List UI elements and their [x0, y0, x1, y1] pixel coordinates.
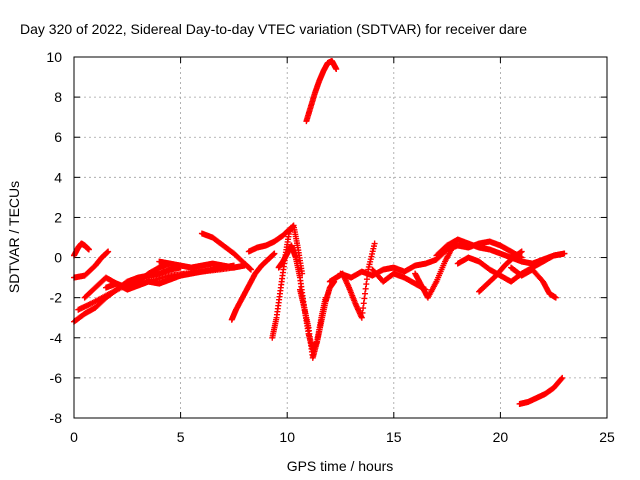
series-track-r [412, 242, 457, 301]
x-axis-label: GPS time / hours [287, 458, 394, 474]
series-track-b [71, 248, 112, 281]
x-tick-label: 0 [70, 429, 78, 445]
data-point [85, 246, 92, 253]
data-point [518, 248, 525, 255]
data-point [105, 248, 112, 255]
data-point [371, 240, 378, 247]
series-track-g [156, 258, 248, 271]
y-tick-label: -6 [50, 370, 63, 386]
y-tick-labels: -8 -6 -4 -2 0 2 4 6 8 10 [46, 49, 62, 426]
y-tick-label: 4 [54, 169, 62, 185]
series-track-i [228, 250, 278, 323]
x-tick-label: 10 [279, 429, 295, 445]
data-point [558, 375, 565, 382]
chart-title: Day 320 of 2022, Sidereal Day-to-day VTE… [20, 21, 527, 37]
x-tick-labels: 0 5 10 15 20 25 [70, 429, 615, 445]
y-tick-label: 2 [54, 209, 62, 225]
y-tick-label: 10 [46, 49, 62, 65]
data-point [559, 374, 566, 381]
series-track-o [326, 240, 378, 321]
plot-frame [73, 56, 608, 419]
y-tick-label: 8 [54, 89, 62, 105]
y-tick-label: -8 [50, 410, 63, 426]
y-tick-label: -4 [50, 330, 63, 346]
data-point [271, 250, 278, 257]
grid [74, 57, 607, 418]
y-tick-label: 6 [54, 129, 62, 145]
series-track-q [369, 266, 429, 293]
x-tick-label: 25 [599, 429, 615, 445]
series-track-v [508, 264, 559, 301]
series-track-m [296, 278, 338, 361]
x-tick-label: 5 [177, 429, 185, 445]
x-tick-label: 20 [493, 429, 509, 445]
data-points [71, 58, 568, 407]
y-tick-label: -2 [50, 290, 63, 306]
ticks [73, 56, 608, 419]
y-tick-label: 0 [54, 250, 62, 266]
x-tick-label: 15 [386, 429, 402, 445]
data-point [552, 294, 559, 301]
series-track-n [303, 58, 340, 125]
data-point [333, 66, 340, 73]
data-point [247, 266, 254, 273]
series-track-h [198, 230, 254, 273]
series-track-w [516, 374, 566, 407]
series-track-u [476, 248, 525, 295]
y-axis-label: SDTVAR / TECUs [6, 181, 22, 293]
data-point [561, 250, 568, 257]
